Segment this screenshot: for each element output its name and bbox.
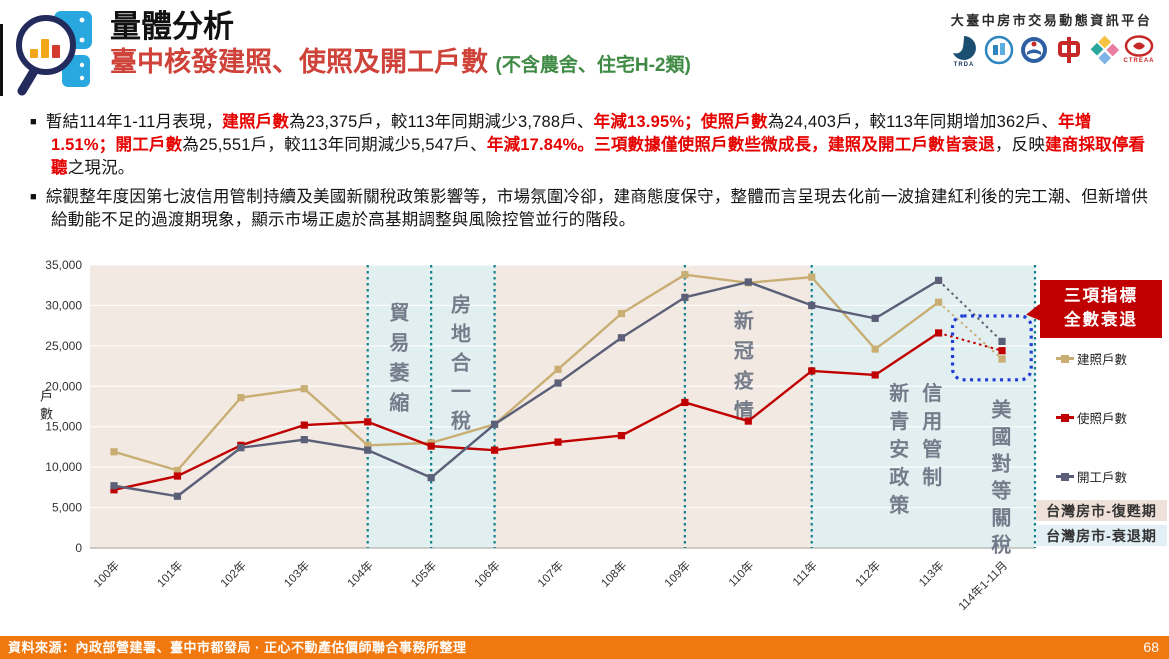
svg-text:政: 政 [889, 465, 910, 489]
svg-text:30,000: 30,000 [45, 298, 82, 312]
recession-period-legend: 台灣房市-衰退期 [1036, 525, 1167, 546]
chart-area: 貿易萎縮房地合一稅新冠疫情新青安政策信用管制美國對等關稅 100年 101年 102年… [0, 253, 1169, 637]
summary-bullets: ■ 暫結114年1-11月表現，建照戶數為23,375戶，較113年同期減少3,7… [30, 111, 1155, 239]
svg-text:房: 房 [451, 292, 471, 316]
svg-text:等: 等 [991, 478, 1011, 502]
page-title: 量體分析 [110, 9, 234, 44]
building-association-logo-icon [984, 35, 1014, 71]
svg-text:106年: 106年 [471, 558, 503, 590]
svg-text:情: 情 [734, 398, 754, 422]
y-axis-title: 戶數 [38, 389, 53, 425]
svg-text:114年1-11月: 114年1-11月 [955, 558, 1010, 613]
ctreaa-logo-icon: CTREAA [1124, 35, 1154, 71]
bullet-2: ■ 綜觀整年度因第七波信用管制持續及美國新關稅政策影響等，市場氛圍冷卻，建商態度保… [30, 188, 1149, 230]
svg-text:新: 新 [734, 308, 754, 332]
svg-text:10,000: 10,000 [45, 460, 82, 474]
footer-bar: 資料來源：內政部營建署、臺中市都發局 · 正心不動產估價師聯合事務所整理 68 [0, 636, 1169, 659]
period-legend: 台灣房市-復甦期 台灣房市-衰退期 [1036, 500, 1167, 550]
svg-text:合: 合 [451, 350, 472, 374]
svg-text:100年: 100年 [91, 558, 123, 590]
svg-text:稅: 稅 [991, 532, 1011, 556]
trda-logo-icon: TRDA [949, 35, 979, 71]
svg-text:0: 0 [75, 541, 82, 555]
legend-marker-icon [1056, 472, 1074, 481]
svg-text:青: 青 [889, 410, 909, 433]
svg-text:103年: 103年 [281, 558, 313, 590]
svg-text:關: 關 [991, 506, 1011, 529]
svg-text:5,000: 5,000 [52, 501, 82, 515]
svg-text:易: 易 [389, 331, 409, 354]
svg-text:管: 管 [922, 437, 942, 461]
left-edge-bar [0, 24, 3, 96]
svg-text:113年: 113年 [916, 558, 947, 589]
bullet-1: ■ 暫結114年1-11月表現，建照戶數為23,375戶，較113年同期減少3,7… [30, 113, 1146, 177]
page-subtitle: 臺中核發建照、使照及開工戶數 (不含農舍、住宅H-2類) [110, 47, 691, 78]
svg-text:縮: 縮 [389, 390, 409, 414]
platform-block: 大臺中房市交易動態資訊平台 TRDA CTREAA [944, 10, 1159, 71]
svg-text:制: 制 [922, 466, 942, 489]
government-emblem-logo-icon [1019, 35, 1049, 71]
svg-text:稅: 稅 [451, 408, 471, 432]
svg-text:信: 信 [922, 381, 942, 405]
svg-text:萎: 萎 [388, 360, 410, 384]
diamond-logo-icon [1089, 35, 1119, 71]
bullet-square-icon: ■ [30, 116, 37, 128]
partner-logo-row: TRDA CTREAA [944, 35, 1159, 71]
legend-item: 建照戶數 [1056, 349, 1127, 368]
svg-text:102年: 102年 [217, 558, 249, 590]
legend-marker-icon [1056, 354, 1074, 363]
svg-text:新: 新 [889, 381, 909, 405]
legend-item: 使照戶數 [1056, 408, 1127, 427]
svg-text:108年: 108年 [598, 558, 630, 590]
platform-title: 大臺中房市交易動態資訊平台 [950, 13, 1153, 28]
bullet-square-icon: ■ [30, 191, 37, 204]
svg-text:107年: 107年 [535, 558, 567, 590]
svg-text:35,000: 35,000 [45, 258, 82, 272]
recovery-period-legend: 台灣房市-復甦期 [1036, 500, 1167, 521]
subtitle-note: (不含農舍、住宅H-2類) [495, 55, 691, 77]
svg-text:109年: 109年 [661, 558, 693, 590]
svg-text:疫: 疫 [734, 368, 754, 392]
page-number: 68 [1143, 639, 1159, 655]
svg-text:貿: 貿 [389, 300, 409, 324]
svg-text:110年: 110年 [725, 558, 756, 589]
svg-text:地: 地 [451, 322, 471, 345]
legend-marker-icon [1056, 413, 1074, 422]
svg-text:15,000: 15,000 [45, 420, 82, 434]
svg-text:策: 策 [889, 493, 910, 517]
svg-text:國: 國 [991, 426, 1011, 448]
svg-text:105年: 105年 [408, 558, 440, 590]
series-legend: 建照戶數使照戶數開工戶數 [1056, 349, 1127, 486]
svg-text:25,000: 25,000 [45, 339, 82, 353]
svg-text:美: 美 [991, 397, 1012, 421]
svg-text:對: 對 [991, 452, 1011, 475]
svg-text:冠: 冠 [734, 340, 754, 362]
zhong-logo-icon [1054, 35, 1084, 71]
svg-text:112年: 112年 [852, 558, 883, 589]
legend-item: 開工戶數 [1056, 467, 1127, 486]
svg-text:101年: 101年 [154, 558, 186, 590]
data-source-text: 資料來源：內政部營建署、臺中市都發局 · 正心不動產估價師聯合事務所整理 [8, 640, 467, 655]
svg-text:安: 安 [889, 437, 909, 461]
svg-text:一: 一 [451, 381, 471, 403]
svg-text:111年: 111年 [789, 558, 819, 588]
svg-text:20,000: 20,000 [45, 379, 82, 393]
svg-text:104年: 104年 [344, 558, 376, 590]
magnifier-chart-logo-icon [16, 11, 92, 96]
svg-text:用: 用 [922, 411, 942, 433]
decline-callout-badge: 三項指標 全數衰退 [1024, 280, 1162, 338]
